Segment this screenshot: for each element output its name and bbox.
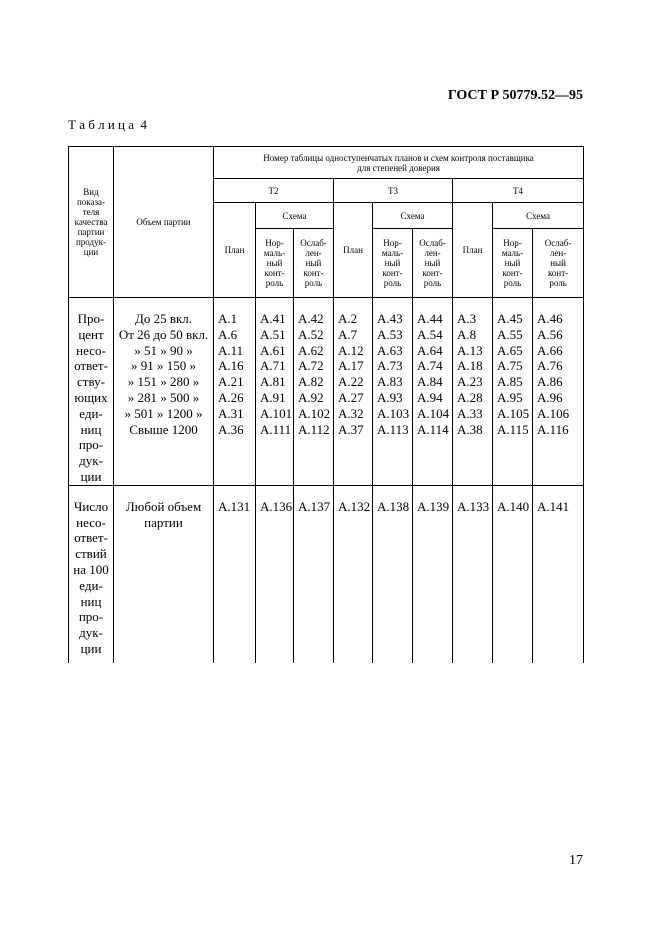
table-label: Т а б л и ц а 4 [68, 117, 147, 132]
header-cell: Объем партии [113, 146, 214, 298]
header-cell: Вид показа- теля качества партии продук-… [68, 146, 114, 298]
header-cell: Ослаб- лен- ный конт- роль [412, 228, 453, 298]
header-cell: Ослаб- лен- ный конт- роль [293, 228, 334, 298]
header-cell: Номер таблицы одноступенчатых планов и с… [212, 146, 585, 179]
header-cell: Т4 [451, 178, 585, 203]
table-ref-cell: А.139 [412, 484, 453, 664]
header-cell: Схема [255, 202, 334, 229]
header-cell: Нор- маль- ный конт- роль [255, 228, 294, 298]
header-cell: Нор- маль- ный конт- роль [492, 228, 533, 298]
volume-cell: Любой объем партии [113, 484, 214, 664]
indicator-cell: Число несо- ответ- ствий на 100 еди- ниц… [68, 484, 114, 664]
header-cell: План [333, 202, 373, 298]
table: Вид показа- теля качества партии продук-… [68, 146, 585, 664]
table-body: Вид показа- теля качества партии продук-… [68, 146, 585, 664]
table-ref-cell: А.1 А.6 А.11 А.16 А.21 А.26 А.31 А.36 [213, 297, 256, 486]
doc-id: ГОСТ Р 50779.52—95 [447, 88, 583, 103]
header-cell: Т2 [213, 178, 334, 203]
table-ref-cell: А.41 А.51 А.61 А.71 А.81 А.91 А.101 А.11… [255, 297, 294, 486]
table-ref-cell: А.131 [213, 484, 256, 664]
header-cell: План [452, 202, 493, 298]
table-ref-cell: А.3 А.8 А.13 А.18 А.23 А.28 А.33 А.38 [452, 297, 493, 486]
header-cell: Нор- маль- ный конт- роль [372, 228, 413, 298]
header-cell: План [213, 202, 256, 298]
table-ref-cell: А.43 А.53 А.63 А.73 А.83 А.93 А.103 А.11… [372, 297, 413, 486]
header-cell: Ослаб- лен- ный конт- роль [531, 228, 585, 298]
table-ref-cell: А.46 А.56 А.66 А.76 А.86 А.96 А.106 А.11… [531, 297, 585, 486]
header-cell: Т3 [333, 178, 453, 203]
table-ref-cell: А.138 [372, 484, 413, 664]
table-ref-cell: А.133 [452, 484, 493, 664]
indicator-cell: Про- цент несо- ответ- ству- ющих еди- н… [68, 297, 114, 486]
table-ref-cell: А.44 А.54 А.64 А.74 А.84 А.94 А.104 А.11… [412, 297, 453, 486]
table-ref-cell: А.42 А.52 А.62 А.72 А.82 А.92 А.102 А.11… [293, 297, 334, 486]
table-row: Про- цент несо- ответ- ству- ющих еди- н… [68, 297, 585, 486]
header-cell: Схема [491, 202, 585, 229]
table-ref-cell: А.132 [333, 484, 373, 664]
table-ref-cell: А.45 А.55 А.65 А.75 А.85 А.95 А.105 А.11… [492, 297, 533, 486]
table-ref-cell: А.2 А.7 А.12 А.17 А.22 А.27 А.32 А.37 [333, 297, 373, 486]
volume-cell: До 25 вкл. От 26 до 50 вкл. » 51 » 90 » … [113, 297, 214, 486]
table-row: Число несо- ответ- ствий на 100 еди- ниц… [68, 484, 585, 664]
table-ref-cell: А.140 [492, 484, 533, 664]
header-cell: Схема [372, 202, 453, 229]
table-ref-cell: А.137 [293, 484, 334, 664]
page-number: 17 [569, 853, 583, 868]
table-ref-cell: А.141 [531, 484, 585, 664]
table-ref-cell: А.136 [255, 484, 294, 664]
